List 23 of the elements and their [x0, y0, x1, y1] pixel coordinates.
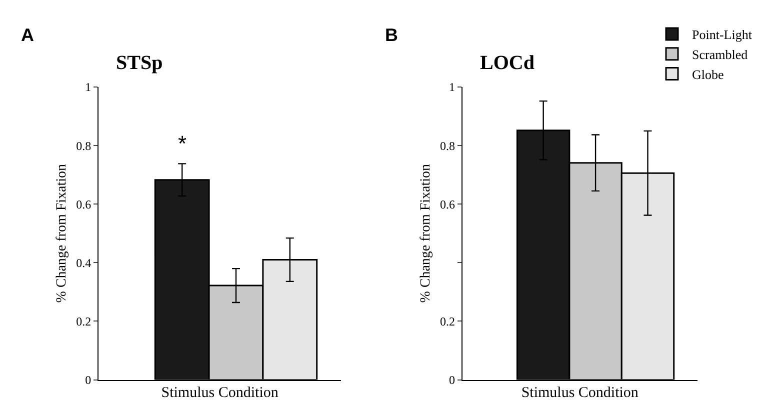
y-tick-label: 0.2 [440, 314, 455, 328]
x-axis-title: Stimulus Condition [161, 385, 279, 402]
y-tick-label: 0 [448, 373, 455, 387]
x-axis-title: Stimulus Condition [521, 385, 639, 402]
text: B [385, 25, 398, 45]
y-tick-label: 0.8 [76, 138, 92, 153]
annotation: * [178, 131, 187, 156]
y-tick-label: 1 [85, 80, 92, 94]
y-tick-label: 0.6 [440, 197, 455, 212]
y-tick-label: 0.2 [76, 314, 92, 328]
legend-label: Globe [692, 66, 724, 82]
y-tick-label: 1 [448, 80, 455, 94]
y-tick-label: 0.6 [76, 197, 92, 212]
y-axis-title: % Change from Fixation [54, 164, 70, 303]
y-tick-label: 0.4 [76, 256, 92, 270]
legend-label: Point-Light [692, 27, 752, 42]
chart-title: STSp [116, 52, 163, 74]
legend-label: Scrambled [692, 46, 748, 62]
chart-title: LOCd [480, 52, 534, 74]
text: A [21, 25, 34, 45]
y-tick-label: 0 [85, 373, 92, 387]
y-tick-label: 0.8 [440, 138, 455, 153]
y-axis-title: % Change from Fixation [418, 164, 434, 303]
